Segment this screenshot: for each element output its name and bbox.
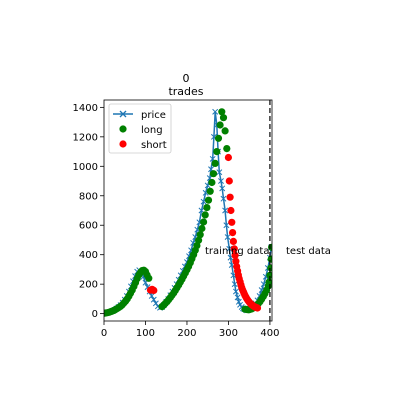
short-signal-point <box>225 177 233 185</box>
plot-area <box>104 108 272 317</box>
training-data-annotation: training data <box>205 246 269 257</box>
legend-long-label: long <box>141 125 163 136</box>
y-tick-label: 400 <box>79 250 98 261</box>
short-signal-point <box>224 153 232 162</box>
x-tick-label: 400 <box>260 328 279 339</box>
long-signal-point <box>208 178 216 187</box>
long-signal-point <box>203 204 211 212</box>
legend-short-label: short <box>141 140 167 151</box>
price-marker <box>150 296 157 303</box>
long-signal-point <box>198 224 206 233</box>
series-layer <box>104 108 272 317</box>
legend-price-icon <box>113 110 133 118</box>
price-marker <box>222 207 229 214</box>
legend-price-label: price <box>141 110 166 121</box>
long-signal-point <box>266 271 272 279</box>
y-tick-label: 1400 <box>73 103 98 114</box>
price-marker <box>223 222 230 229</box>
legend-long-icon <box>119 125 127 133</box>
x-tick-label: 200 <box>177 328 196 339</box>
long-signal-point <box>206 187 214 195</box>
long-signal-point <box>196 231 204 239</box>
price-marker <box>226 245 233 252</box>
x-tick-label: 0 <box>101 328 107 339</box>
long-signal-point <box>213 148 221 156</box>
y-tick-label: 800 <box>79 191 98 202</box>
long-signal-point <box>221 127 229 135</box>
long-signal-point <box>211 159 219 167</box>
long-signal-point <box>219 114 228 122</box>
y-tick-label: 200 <box>79 280 98 291</box>
long-signal-point <box>218 108 226 116</box>
long-signal-point <box>209 170 218 178</box>
short-signal-point <box>229 229 237 237</box>
long-signal-point <box>267 255 272 263</box>
short-signal-point <box>227 206 235 215</box>
price-marker <box>235 298 242 305</box>
long-signal-point <box>223 145 231 153</box>
long-signal-point <box>214 134 223 142</box>
price-marker <box>231 281 238 288</box>
price-marker <box>234 294 241 301</box>
long-signal-point <box>145 274 153 282</box>
long-signal-point <box>201 211 209 219</box>
long-signal-point <box>216 121 224 129</box>
short-signal-point <box>231 251 239 259</box>
price-marker <box>224 234 231 240</box>
short-signal-point <box>226 193 234 201</box>
price-marker <box>219 185 226 192</box>
price-marker <box>220 195 227 202</box>
short-signal-point <box>253 304 262 312</box>
price-marker <box>148 292 155 299</box>
axes-frame <box>103 99 273 322</box>
y-axis: 0 200 400 600 800 1000 1200 1400 <box>73 103 104 320</box>
legend-short-icon <box>119 140 127 148</box>
y-tick-label: 600 <box>79 221 98 232</box>
test-data-annotation: test data <box>286 246 331 257</box>
price-marker <box>232 288 239 295</box>
short-signal-point <box>150 286 158 294</box>
y-tick-label: 1000 <box>73 162 98 173</box>
y-tick-label: 0 <box>92 309 98 320</box>
x-axis: 0 100 200 300 400 <box>101 321 279 339</box>
price-marker <box>212 108 219 115</box>
price-marker <box>216 169 223 176</box>
chart-title-line-1: 0 <box>183 72 190 85</box>
short-signal-point <box>228 218 236 226</box>
x-tick-label: 100 <box>136 328 155 339</box>
long-signal-point <box>200 218 208 226</box>
price-marker <box>218 178 224 184</box>
x-tick-label: 300 <box>219 328 238 339</box>
long-signal-point <box>195 236 203 244</box>
y-tick-label: 1200 <box>73 132 98 143</box>
long-signal-point <box>204 196 213 204</box>
legend: price long short <box>108 103 172 154</box>
chart-title-line-2: trades <box>168 85 203 98</box>
short-signal-point <box>230 245 238 253</box>
short-signal-point <box>229 237 237 245</box>
